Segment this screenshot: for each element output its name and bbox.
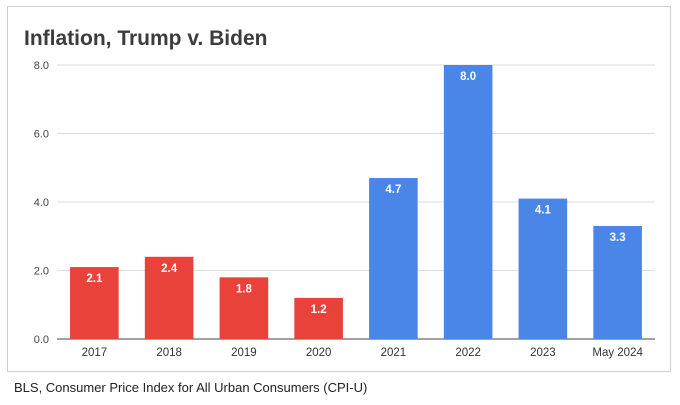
bar-data-label: 1.2 <box>311 304 327 316</box>
x-tick-label: 2020 <box>306 347 332 359</box>
x-tick-label: May 2024 <box>592 347 643 359</box>
bar <box>443 65 493 339</box>
bar-data-label: 3.3 <box>610 232 626 244</box>
x-tick-label: 2023 <box>530 347 556 359</box>
x-tick-label: 2017 <box>82 347 108 359</box>
x-axis-ticks: 2017 2018 2019 2020 2021 2022 2023 May 2024 <box>82 347 644 359</box>
bar-data-label: 4.1 <box>535 205 552 217</box>
source-note: BLS, Consumer Price Index for All Urban … <box>14 380 368 395</box>
y-axis-ticks: 0.0 2.0 4.0 6.0 8.0 <box>34 60 49 346</box>
bar-data-label: 2.1 <box>86 273 103 285</box>
bar <box>144 256 194 339</box>
y-tick-label: 6.0 <box>34 129 49 141</box>
x-tick-label: 2022 <box>455 347 481 359</box>
y-tick-label: 0.0 <box>34 334 49 346</box>
bar <box>369 178 418 339</box>
bar-data-label: 1.8 <box>236 283 253 295</box>
x-tick-label: 2018 <box>156 347 182 359</box>
bars: 2.1 2.4 1.8 1.2 4.7 8.0 4.1 3.3 <box>70 65 642 339</box>
bar <box>593 225 642 339</box>
bar-data-label: 8.0 <box>460 71 476 83</box>
bar-data-label: 2.4 <box>161 263 178 275</box>
y-tick-label: 2.0 <box>34 266 49 278</box>
chart-title: Inflation, Trump v. Biden <box>24 27 268 50</box>
bar <box>70 267 119 339</box>
x-tick-label: 2019 <box>231 347 257 359</box>
y-tick-label: 8.0 <box>34 60 49 72</box>
x-tick-label: 2021 <box>381 347 407 359</box>
bar-chart: 0.0 2.0 4.0 6.0 8.0 2.1 2.4 1.8 1.2 4.7 8.0 4.1 3.3… <box>34 60 655 359</box>
bar-data-label: 4.7 <box>385 184 401 196</box>
bar <box>294 297 343 339</box>
bar <box>518 198 568 339</box>
bar <box>219 277 269 339</box>
y-tick-label: 4.0 <box>34 197 49 209</box>
